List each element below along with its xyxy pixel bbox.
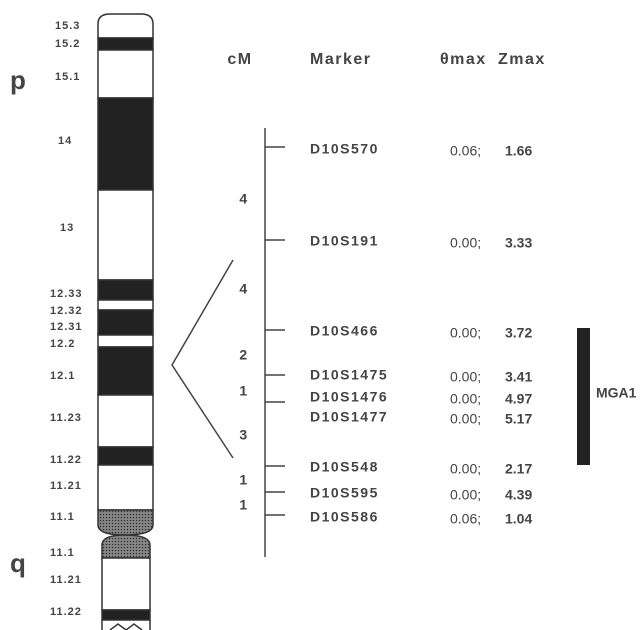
theta-value: 0.06; bbox=[450, 143, 481, 159]
theta-value: 0.00; bbox=[450, 235, 481, 251]
region-bar bbox=[577, 328, 590, 465]
header: cM bbox=[227, 51, 252, 68]
marker-name: D10S548 bbox=[310, 459, 379, 475]
interval-cm: 4 bbox=[239, 191, 248, 207]
z-value: 3.41 bbox=[505, 369, 532, 385]
band-label: 11.22 bbox=[50, 454, 82, 466]
z-value: 4.97 bbox=[505, 391, 532, 407]
marker-name: D10S586 bbox=[310, 509, 379, 525]
region-label: MGA1 bbox=[596, 385, 637, 401]
z-value: 2.17 bbox=[505, 461, 532, 477]
marker-name: D10S595 bbox=[310, 485, 379, 501]
header: Marker bbox=[310, 51, 371, 68]
marker-name: D10S1475 bbox=[310, 367, 388, 383]
band-label: 15.2 bbox=[55, 38, 80, 50]
theta-value: 0.00; bbox=[450, 369, 481, 385]
band-label: 11.21 bbox=[50, 574, 82, 586]
band-label: 12.32 bbox=[50, 305, 83, 317]
interval-cm: 2 bbox=[239, 347, 248, 363]
interval-cm: 1 bbox=[239, 472, 248, 488]
chromosome bbox=[98, 14, 153, 630]
theta-value: 0.00; bbox=[450, 391, 481, 407]
theta-value: 0.00; bbox=[450, 487, 481, 503]
figure: p q cM Marker θmax Zmax MGA1 15.315.215.… bbox=[0, 0, 640, 630]
marker-name: D10S466 bbox=[310, 323, 379, 339]
interval-cm: 1 bbox=[239, 497, 248, 513]
z-value: 4.39 bbox=[505, 487, 532, 503]
theta-value: 0.06; bbox=[450, 511, 481, 527]
band-label: 14 bbox=[58, 135, 72, 147]
theta-value: 0.00; bbox=[450, 411, 481, 427]
band-label: 11.21 bbox=[50, 480, 82, 492]
z-value: 1.04 bbox=[505, 511, 532, 527]
marker-name: D10S1477 bbox=[310, 409, 388, 425]
z-value: 5.17 bbox=[505, 411, 532, 427]
arm-label: p bbox=[10, 65, 26, 95]
band-label: 11.23 bbox=[50, 412, 82, 424]
zoom-lines bbox=[172, 260, 233, 458]
header: θmax bbox=[440, 51, 487, 68]
arm-label: q bbox=[10, 548, 26, 578]
band-label: 12.1 bbox=[50, 370, 75, 382]
marker-name: D10S570 bbox=[310, 141, 379, 157]
band-label: 15.3 bbox=[55, 20, 80, 32]
interval-cm: 3 bbox=[239, 427, 248, 443]
z-value: 3.33 bbox=[505, 235, 532, 251]
theta-value: 0.00; bbox=[450, 461, 481, 477]
band-label: 12.33 bbox=[50, 288, 83, 300]
band-label: 12.2 bbox=[50, 338, 75, 350]
band-label: 11.1 bbox=[50, 511, 75, 523]
band-label: 13 bbox=[60, 222, 74, 234]
marker-name: D10S191 bbox=[310, 233, 379, 249]
interval-cm: 4 bbox=[239, 281, 248, 297]
z-value: 1.66 bbox=[505, 143, 532, 159]
interval-cm: 1 bbox=[239, 383, 248, 399]
marker-name: D10S1476 bbox=[310, 389, 388, 405]
band-label: 15.1 bbox=[55, 71, 80, 83]
header: Zmax bbox=[498, 51, 546, 68]
band-label: 12.31 bbox=[50, 321, 83, 333]
z-value: 3.72 bbox=[505, 325, 532, 341]
band-label: 11.22 bbox=[50, 606, 82, 618]
theta-value: 0.00; bbox=[450, 325, 481, 341]
band-label: 11.1 bbox=[50, 547, 75, 559]
